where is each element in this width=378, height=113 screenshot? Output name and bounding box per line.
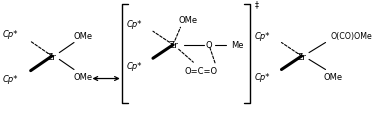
- Text: Zr: Zr: [47, 52, 57, 61]
- Text: OMe: OMe: [323, 73, 342, 82]
- Text: OMe: OMe: [74, 72, 93, 81]
- Text: Cp*: Cp*: [254, 31, 270, 40]
- Text: Zr: Zr: [297, 52, 307, 61]
- Text: Zr: Zr: [168, 41, 178, 50]
- Text: Cp*: Cp*: [126, 20, 142, 29]
- Text: $^{\ddag}$: $^{\ddag}$: [254, 1, 260, 11]
- Text: Me: Me: [231, 41, 244, 50]
- Text: OMe: OMe: [74, 32, 93, 41]
- Text: OMe: OMe: [178, 16, 197, 25]
- Text: O=C=O: O=C=O: [184, 66, 217, 75]
- Text: O: O: [206, 41, 212, 50]
- Text: Cp*: Cp*: [2, 30, 18, 39]
- Text: Cp*: Cp*: [126, 61, 142, 70]
- Text: Cp*: Cp*: [2, 74, 18, 83]
- Text: Cp*: Cp*: [254, 73, 270, 82]
- Text: O(CO)OMe: O(CO)OMe: [330, 31, 372, 40]
